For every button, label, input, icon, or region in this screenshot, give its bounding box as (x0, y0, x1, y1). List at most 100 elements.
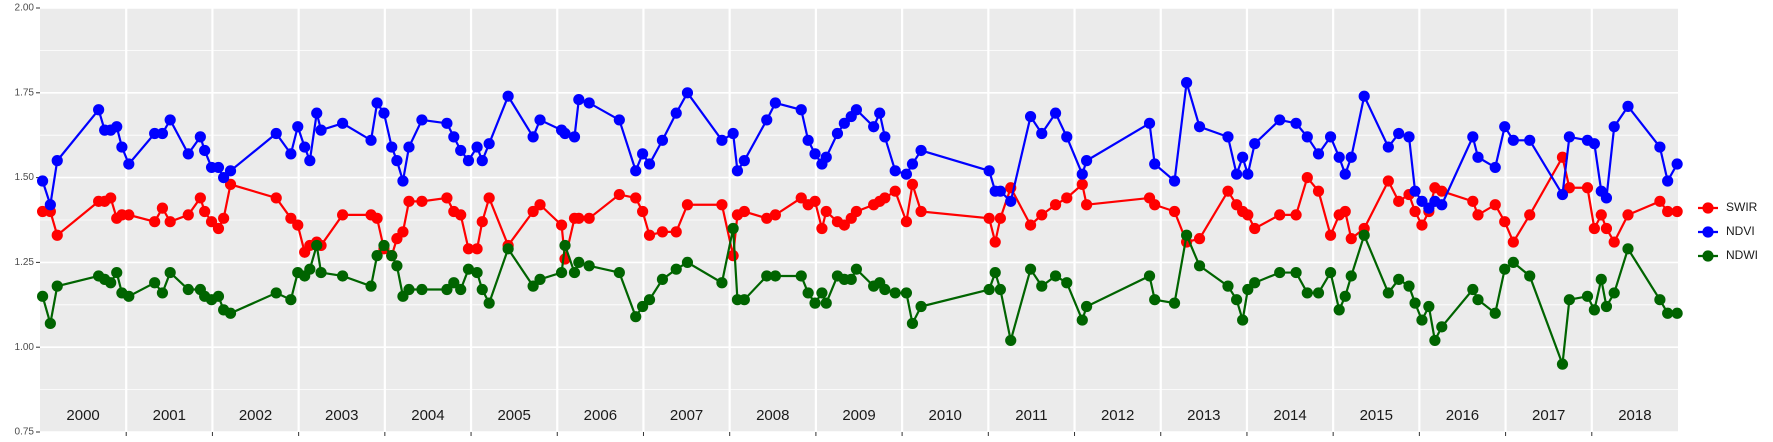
legend-marker (1702, 226, 1714, 238)
point (1662, 307, 1674, 319)
point (1588, 304, 1600, 316)
point (820, 151, 832, 163)
year-label: 2010 (929, 407, 962, 424)
point (534, 199, 546, 211)
point (989, 266, 1001, 279)
point (164, 114, 176, 126)
point (906, 317, 919, 330)
point (386, 141, 398, 153)
point (44, 199, 56, 211)
point (630, 311, 642, 323)
year-label: 2006 (584, 407, 617, 424)
point (502, 243, 514, 255)
point (1080, 199, 1093, 211)
point (573, 212, 585, 224)
point (1489, 199, 1501, 211)
point (1005, 195, 1017, 207)
point (416, 114, 428, 126)
point (455, 209, 467, 221)
point (164, 266, 176, 279)
point (1301, 172, 1313, 184)
y-tick-label: 1.00 (15, 342, 35, 353)
point (1416, 195, 1428, 207)
point (1393, 127, 1405, 140)
legend-label: NDVI (1726, 224, 1755, 238)
point (1654, 195, 1666, 207)
point (1036, 280, 1048, 292)
point (156, 127, 169, 140)
point (36, 290, 49, 302)
point (1222, 280, 1234, 292)
point (1345, 270, 1357, 282)
point (1662, 205, 1674, 218)
year-label: 2004 (411, 407, 444, 424)
point (900, 287, 913, 299)
point (123, 158, 135, 170)
point (1249, 277, 1261, 289)
point (1563, 131, 1575, 143)
point (1499, 263, 1511, 275)
point (994, 283, 1006, 296)
point (994, 212, 1006, 224)
point (1403, 131, 1415, 143)
point (1467, 283, 1479, 296)
year-label: 2003 (325, 407, 358, 424)
point (336, 209, 349, 221)
point (1231, 294, 1243, 306)
legend-marker (1702, 202, 1714, 214)
point (182, 283, 194, 296)
point (1436, 199, 1448, 211)
point (681, 87, 694, 99)
point (889, 287, 901, 299)
point (1061, 277, 1073, 289)
point (483, 192, 495, 204)
point (613, 188, 625, 201)
point (311, 239, 323, 252)
point (738, 205, 750, 218)
point (1222, 131, 1234, 143)
y-tick-label: 1.25 (15, 257, 35, 268)
point (448, 131, 460, 143)
point (1036, 209, 1048, 221)
legend-marker (1702, 250, 1714, 262)
year-label: 2017 (1532, 407, 1565, 424)
legend-label: SWIR (1726, 200, 1758, 214)
point (471, 266, 483, 279)
point (1339, 205, 1351, 218)
point (116, 141, 128, 153)
point (1149, 199, 1161, 211)
point (761, 212, 773, 224)
point (1524, 209, 1536, 221)
point (156, 287, 169, 299)
point (809, 297, 821, 309)
point (573, 93, 585, 106)
point (403, 195, 415, 207)
point (1499, 216, 1511, 228)
year-label: 2013 (1187, 407, 1220, 424)
point (838, 219, 850, 231)
point (149, 127, 161, 140)
point (637, 205, 649, 218)
point (483, 297, 495, 309)
point (416, 195, 428, 207)
point (502, 90, 514, 102)
point (311, 107, 323, 119)
point (656, 273, 669, 285)
point (1076, 178, 1088, 190)
point (643, 229, 656, 241)
point (1608, 236, 1620, 248)
point (1524, 270, 1536, 282)
point (378, 239, 390, 252)
point (483, 138, 495, 150)
point (1556, 151, 1569, 163)
point (656, 134, 669, 146)
point (802, 134, 814, 146)
point (1489, 161, 1501, 174)
point (1393, 195, 1405, 207)
point (1301, 287, 1313, 299)
point (304, 263, 316, 275)
point (111, 266, 123, 279)
point (1237, 314, 1249, 326)
point (51, 155, 63, 167)
point (716, 277, 728, 289)
